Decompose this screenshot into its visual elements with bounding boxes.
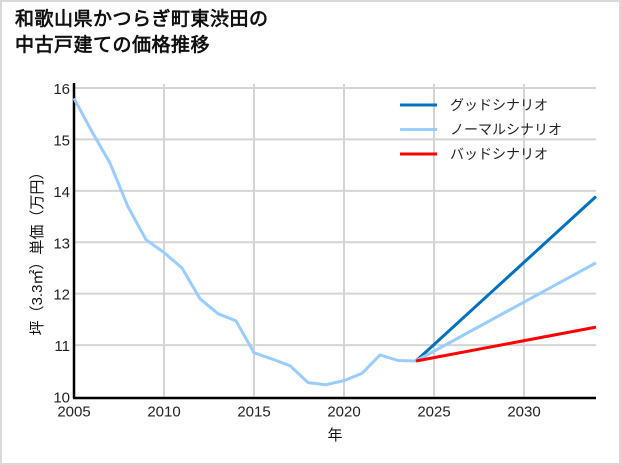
chart-title-line1: 和歌山県かつらぎ町東渋田の	[15, 8, 269, 30]
y-tick-label: 14	[53, 184, 70, 201]
series-line	[72, 97, 417, 387]
x-tick-label: 2025	[417, 404, 450, 421]
y-tick-label: 16	[53, 81, 70, 98]
legend-label: グッドシナリオ	[450, 97, 548, 113]
axes	[72, 83, 596, 400]
x-tick-label: 2005	[57, 404, 90, 421]
data-series	[72, 97, 598, 387]
y-tick-label: 12	[53, 287, 70, 304]
x-axis-label: 年	[327, 427, 342, 444]
x-tick-label: 2030	[507, 404, 540, 421]
y-axis-label: 坪（3.3㎡）単価（万円）	[29, 165, 46, 336]
y-tick-label: 10	[53, 390, 70, 407]
legend-label: バッドシナリオ	[450, 146, 548, 162]
y-tick-label: 11	[54, 338, 70, 355]
chart-title: 和歌山県かつらぎ町東渋田の 中古戸建ての価格推移	[15, 6, 269, 58]
x-tick-label: 2010	[147, 404, 180, 421]
tick-labels: 10 11 12 13 14 15 16 2005 2010 2015 2020 2025 2030	[53, 81, 540, 421]
y-tick-label: 13	[53, 235, 70, 252]
chart-title-line2: 中古戸建ての価格推移	[15, 34, 211, 56]
x-tick-label: 2020	[327, 404, 360, 421]
series-line	[415, 325, 597, 363]
series-line	[414, 195, 598, 363]
x-tick-label: 2015	[237, 404, 270, 421]
series-line	[415, 261, 597, 363]
y-tick-label: 15	[53, 132, 70, 149]
legend-label: ノーマルシナリオ	[450, 122, 562, 138]
